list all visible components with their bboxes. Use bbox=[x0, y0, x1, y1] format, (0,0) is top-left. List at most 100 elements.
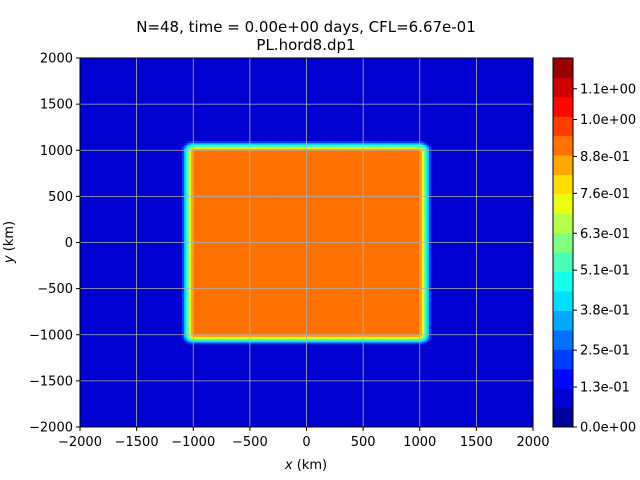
field-cell bbox=[215, 336, 219, 339]
field-cell bbox=[351, 340, 355, 343]
field-cell bbox=[299, 338, 303, 341]
field-cell bbox=[234, 342, 237, 345]
field-cell bbox=[410, 332, 414, 336]
field-cell bbox=[360, 332, 364, 336]
field-cell bbox=[419, 332, 423, 336]
field-cell bbox=[190, 329, 194, 332]
field-cell bbox=[424, 340, 427, 343]
field-cell bbox=[283, 329, 287, 332]
field-cell bbox=[406, 334, 409, 337]
field-cell bbox=[197, 329, 201, 332]
field-cell bbox=[315, 332, 319, 336]
field-cell bbox=[268, 332, 271, 336]
field-cell bbox=[195, 342, 199, 345]
field-cell bbox=[204, 332, 208, 336]
field-cell bbox=[286, 332, 289, 336]
field-cell bbox=[363, 334, 366, 337]
field-cell bbox=[340, 329, 344, 332]
field-cell bbox=[363, 336, 366, 339]
field-cell bbox=[401, 338, 405, 341]
field-cell bbox=[417, 332, 421, 336]
field-cell bbox=[338, 329, 341, 332]
field-cell bbox=[378, 332, 382, 336]
field-cell bbox=[376, 334, 380, 337]
field-cell bbox=[290, 336, 294, 339]
field-cell bbox=[222, 332, 226, 336]
field-cell bbox=[188, 331, 192, 334]
field-cell bbox=[274, 329, 278, 332]
field-cell bbox=[324, 342, 328, 345]
field-cell bbox=[385, 338, 389, 341]
field-cell bbox=[383, 334, 387, 337]
field-cell bbox=[326, 331, 330, 334]
field-cell bbox=[288, 336, 292, 339]
field-cell bbox=[426, 334, 430, 337]
field-cell bbox=[236, 336, 239, 339]
field-cell bbox=[286, 342, 289, 345]
field-cell bbox=[181, 334, 185, 337]
field-cell bbox=[281, 327, 285, 330]
field-cell bbox=[324, 327, 328, 330]
field-cell bbox=[184, 338, 187, 341]
field-cell bbox=[240, 329, 244, 332]
field-cell bbox=[270, 338, 273, 341]
field-cell bbox=[193, 327, 196, 330]
field-cell bbox=[252, 342, 255, 345]
field-cell bbox=[197, 336, 201, 339]
field-cell bbox=[378, 336, 382, 339]
field-cell bbox=[224, 336, 228, 339]
field-cell bbox=[247, 327, 251, 330]
field-cell bbox=[412, 329, 416, 332]
field-cell bbox=[399, 338, 403, 341]
field-cell bbox=[297, 327, 301, 330]
field-cell bbox=[376, 329, 380, 332]
field-cell bbox=[363, 338, 366, 341]
field-cell bbox=[222, 336, 226, 339]
field-cell bbox=[270, 331, 273, 334]
field-cell bbox=[258, 336, 262, 339]
field-cell bbox=[238, 342, 242, 345]
field-cell bbox=[422, 340, 425, 343]
field-cell bbox=[424, 329, 427, 332]
field-cell bbox=[301, 340, 305, 343]
field-cell bbox=[238, 334, 242, 337]
field-cell bbox=[363, 332, 366, 336]
field-cell bbox=[412, 332, 416, 336]
field-cell bbox=[412, 342, 416, 345]
field-cell bbox=[342, 331, 346, 334]
field-cell bbox=[268, 331, 271, 334]
field-cell bbox=[347, 331, 350, 334]
field-cell bbox=[424, 332, 427, 336]
field-cell bbox=[220, 336, 224, 339]
field-cell bbox=[356, 342, 359, 345]
field-cell bbox=[270, 327, 273, 330]
field-cell bbox=[184, 331, 187, 334]
field-cell bbox=[324, 331, 328, 334]
field-cell bbox=[206, 338, 210, 341]
field-cell bbox=[193, 342, 196, 345]
field-cell bbox=[188, 340, 192, 343]
field-cell bbox=[270, 336, 273, 339]
field-cell bbox=[360, 334, 364, 337]
field-cell bbox=[356, 334, 359, 337]
field-cell bbox=[426, 329, 430, 332]
field-cell bbox=[277, 329, 280, 332]
field-cell bbox=[281, 331, 285, 334]
field-cell bbox=[340, 331, 344, 334]
field-cell bbox=[388, 332, 391, 336]
field-cell bbox=[211, 329, 215, 332]
field-cell bbox=[356, 340, 359, 343]
field-cell bbox=[243, 332, 246, 336]
field-cell bbox=[268, 334, 271, 337]
field-cell bbox=[229, 329, 233, 332]
field-cell bbox=[256, 342, 260, 345]
field-cell bbox=[197, 334, 201, 337]
field-cell bbox=[388, 336, 391, 339]
field-cell bbox=[286, 331, 289, 334]
field-cell bbox=[311, 342, 314, 345]
field-cell bbox=[200, 327, 203, 330]
field-cell bbox=[222, 334, 226, 337]
field-cell bbox=[329, 329, 332, 332]
field-cell bbox=[397, 342, 400, 345]
field-cell bbox=[338, 336, 341, 339]
